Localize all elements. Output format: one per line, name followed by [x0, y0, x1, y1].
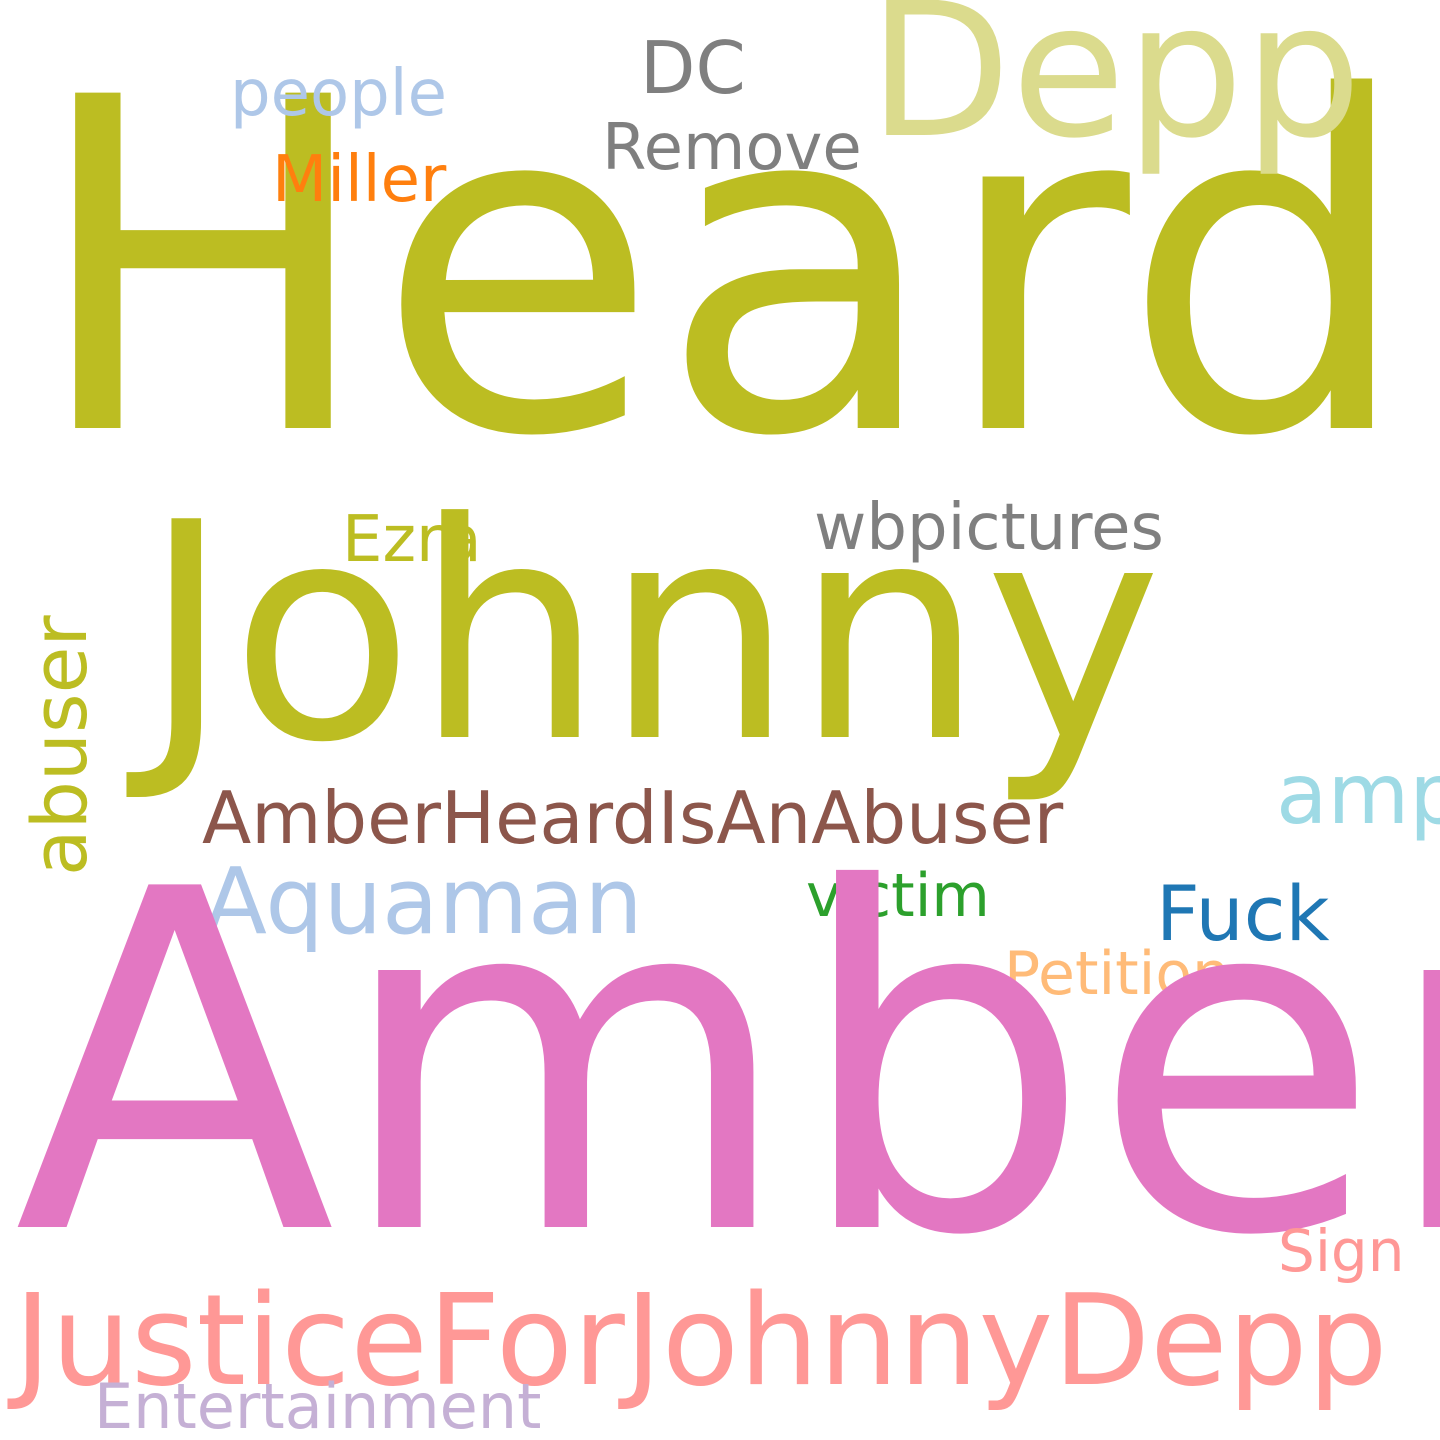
- word-petition: Petition: [1004, 939, 1231, 1009]
- word-aquaman: Aquaman: [204, 848, 643, 955]
- word-victim: victim: [806, 861, 990, 931]
- word-sign: Sign: [1278, 1217, 1405, 1285]
- word-people: people: [230, 57, 447, 131]
- word-miller: Miller: [272, 143, 447, 217]
- word-justiceforjohnnydepp: JusticeForJohnnyDepp: [14, 1267, 1388, 1414]
- word-ezra: Ezra: [342, 503, 482, 577]
- word-wbpictures: wbpictures: [814, 491, 1164, 565]
- word-fuck: Fuck: [1156, 869, 1330, 958]
- word-johnny: Johnny: [142, 459, 1162, 808]
- word-entertainment: Entertainment: [94, 1370, 542, 1440]
- word-remove: Remove: [602, 111, 862, 185]
- word-heard: Heard: [30, 2, 1414, 537]
- word-amberheardisanabuser: AmberHeardIsAnAbuser: [202, 776, 1064, 860]
- word-dc: DC: [640, 26, 746, 110]
- word-amp: amp: [1276, 745, 1440, 843]
- word-depp: Depp: [868, 0, 1362, 179]
- word-amber: Amber: [14, 791, 1440, 1338]
